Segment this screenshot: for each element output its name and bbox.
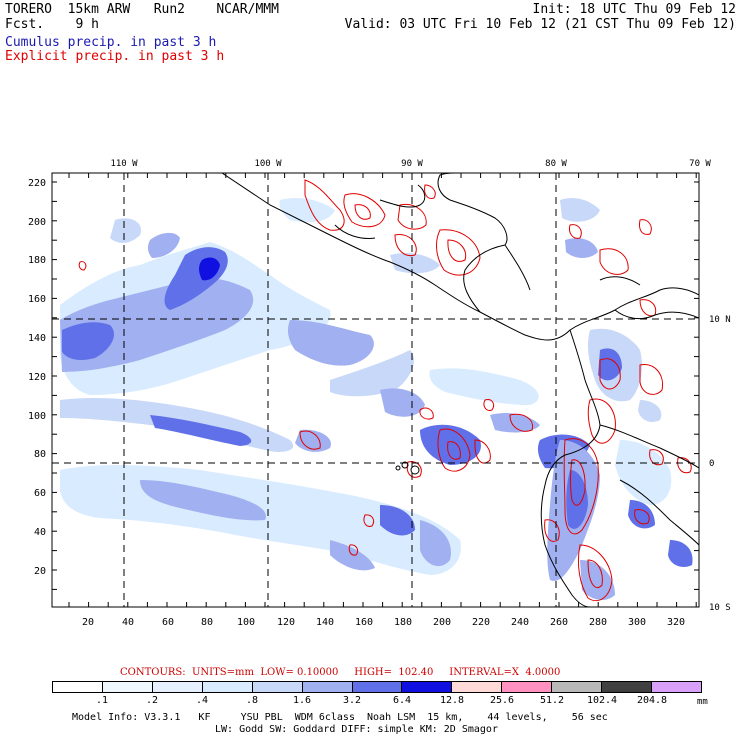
model-info: Model Info: V3.3.1 KF YSU PBL WDM 6class… <box>72 712 608 723</box>
colorbar-label: 25.6 <box>489 695 515 706</box>
x-tick-label: 320 <box>667 617 685 628</box>
colorbar-swatch <box>101 682 152 692</box>
colorbar-label: 51.2 <box>539 695 565 706</box>
colorbar-label: .8 <box>245 695 259 706</box>
lon-label-80w: 80 W <box>545 159 567 169</box>
colorbar-swatch <box>601 682 652 692</box>
colorbar-units: mm <box>697 697 708 707</box>
coastlines <box>221 173 699 607</box>
valid-time: Valid: 03 UTC Fri 10 Feb 12 (21 CST Thu … <box>344 17 736 32</box>
colorbar-swatch <box>151 682 202 692</box>
y-tick-label: 160 <box>28 294 46 305</box>
legend-explicit: Explicit precip. in past 3 h <box>5 49 225 64</box>
colorbar-label: 12.8 <box>439 695 465 706</box>
colorbar-label: 1.6 <box>292 695 312 706</box>
x-tick-label: 200 <box>433 617 451 628</box>
lon-label-90w: 90 W <box>401 159 423 169</box>
explicit-precip-contours <box>78 179 692 602</box>
x-tick-label: 40 <box>122 617 134 628</box>
x-tick-label: 280 <box>589 617 607 628</box>
x-tick-label: 300 <box>628 617 646 628</box>
y-tick-label: 140 <box>28 333 46 344</box>
colorbar-label: .1 <box>95 695 109 706</box>
x-tick-label: 80 <box>201 617 213 628</box>
colorbar <box>52 681 702 693</box>
colorbar-label: .2 <box>145 695 159 706</box>
colorbar-swatch <box>451 682 502 692</box>
x-tick-label: 260 <box>550 617 568 628</box>
lat-label-10s: 10 S <box>709 603 731 613</box>
lat-label-10n: 10 N <box>709 315 731 325</box>
y-tick-label: 200 <box>28 217 46 228</box>
y-tick-label: 80 <box>34 449 46 460</box>
x-tick-label: 240 <box>511 617 529 628</box>
colorbar-swatch <box>301 682 352 692</box>
x-tick-label: 160 <box>355 617 373 628</box>
cumulus-precip-area <box>60 198 693 601</box>
colorbar-label: .4 <box>195 695 209 706</box>
colorbar-label: 6.4 <box>392 695 412 706</box>
x-tick-label: 120 <box>277 617 295 628</box>
y-tick-label: 100 <box>28 411 46 422</box>
x-tick-label: 60 <box>162 617 174 628</box>
legend-cumulus: Cumulus precip. in past 3 h <box>5 35 217 50</box>
init-time: Init: 18 UTC Thu 09 Feb 12 <box>532 2 737 17</box>
colorbar-swatch <box>201 682 252 692</box>
colorbar-label: 204.8 <box>636 695 668 706</box>
colorbar-swatch <box>351 682 402 692</box>
lon-label-100w: 100 W <box>254 159 282 169</box>
x-tick-label: 100 <box>237 617 255 628</box>
colorbar-swatch <box>551 682 602 692</box>
colorbar-swatch <box>251 682 302 692</box>
x-tick-label: 220 <box>472 617 490 628</box>
model-title: TORERO 15km ARW Run2 NCAR/MMM <box>5 2 279 17</box>
x-tick-label: 180 <box>394 617 412 628</box>
axis-ticks <box>52 173 699 607</box>
y-tick-label: 120 <box>28 372 46 383</box>
lat-lon-grid <box>52 173 699 607</box>
colorbar-swatch <box>501 682 552 692</box>
colorbar-label: 102.4 <box>586 695 618 706</box>
forecast-hour: Fcst. 9 h <box>5 17 99 32</box>
colorbar-swatch <box>401 682 452 692</box>
colorbar-label: 3.2 <box>342 695 362 706</box>
colorbar-swatch <box>53 682 102 692</box>
colorbar-swatch <box>651 682 701 692</box>
y-tick-label: 220 <box>28 178 46 189</box>
map-frame <box>51 172 700 608</box>
y-tick-label: 180 <box>28 255 46 266</box>
lon-label-70w: 70 W <box>689 159 711 169</box>
precip-map: 110 W 100 W 90 W 80 W 70 W 10 N 0 10 S 2… <box>28 159 731 628</box>
lon-label-110w: 110 W <box>110 159 138 169</box>
colorbar-labels: .1 .2 .4 .8 1.6 3.2 6.4 12.8 25.6 51.2 102.4 204.8 <box>52 695 712 707</box>
y-tick-label: 60 <box>34 488 46 499</box>
y-tick-label: 20 <box>34 566 46 577</box>
y-tick-label: 40 <box>34 527 46 538</box>
contours-info: CONTOURS: UNITS=mm LOW= 0.10000 HIGH= 10… <box>120 667 561 678</box>
x-tick-label: 20 <box>82 617 94 628</box>
lat-label-0: 0 <box>709 459 714 469</box>
x-tick-label: 140 <box>316 617 334 628</box>
physics-info: LW: Godd SW: Goddard DIFF: simple KM: 2D… <box>215 724 498 735</box>
